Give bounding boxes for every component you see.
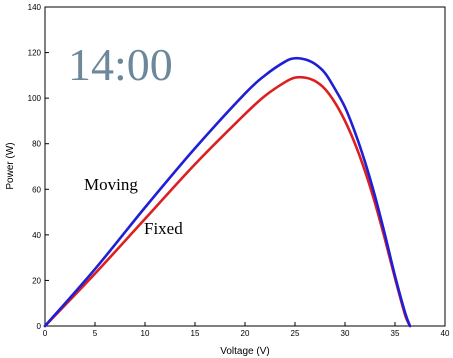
y-tick-label: 100 [28, 94, 42, 103]
y-tick-label: 120 [28, 49, 42, 58]
x-axis-label: Voltage (V) [220, 346, 269, 357]
x-axis: 0 5 10 15 20 25 30 35 40 [43, 322, 450, 338]
y-tick-label: 40 [32, 231, 41, 240]
y-axis: 0 20 40 60 80 100 120 140 [28, 3, 49, 331]
series-line-moving [43, 56, 412, 328]
series-layer [43, 56, 412, 328]
x-tick-label: 15 [191, 329, 200, 338]
x-tick-label: 25 [291, 329, 300, 338]
y-tick-label: 140 [28, 3, 42, 12]
x-tick-label: 35 [391, 329, 400, 338]
y-tick-label: 80 [32, 140, 41, 149]
x-tick-label: 0 [43, 329, 48, 338]
y-tick-label: 0 [37, 322, 42, 331]
y-tick-label: 60 [32, 185, 41, 194]
moving-annotation: Moving [84, 175, 138, 194]
y-tick-label: 20 [32, 276, 41, 285]
x-tick-label: 30 [341, 329, 350, 338]
fixed-annotation: Fixed [144, 219, 183, 238]
plot-frame [44, 6, 446, 327]
time-annotation: 14:00 [68, 39, 173, 90]
y-axis-label: Power (W) [5, 142, 16, 189]
x-tick-label: 10 [141, 329, 150, 338]
x-tick-label: 5 [93, 329, 98, 338]
x-tick-label: 20 [241, 329, 250, 338]
x-tick-label: 40 [441, 329, 450, 338]
